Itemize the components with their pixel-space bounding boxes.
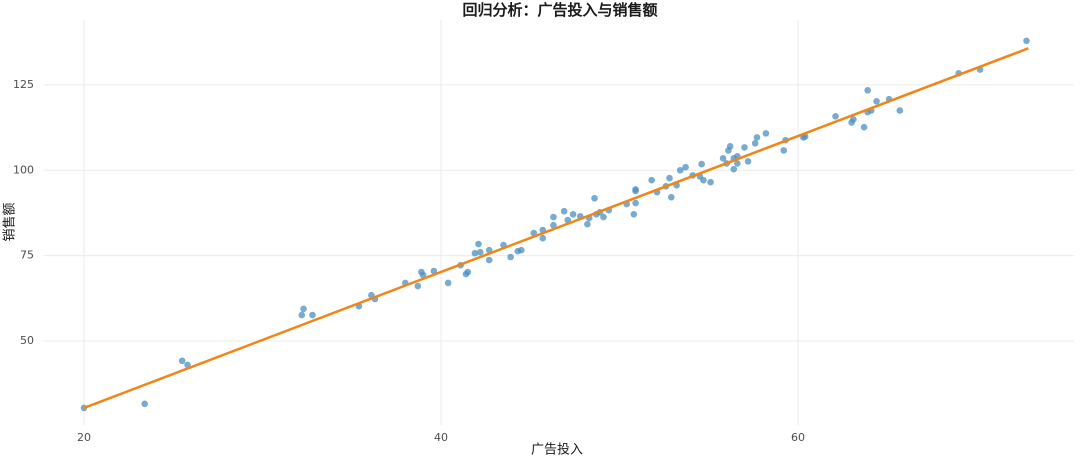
y-axis-title: 销售额 <box>2 202 18 241</box>
point <box>730 165 738 173</box>
point <box>444 279 452 287</box>
point <box>414 282 422 290</box>
point <box>309 311 316 319</box>
point <box>476 248 484 256</box>
point <box>632 187 639 195</box>
point <box>676 166 684 174</box>
regression-line <box>83 47 1029 410</box>
point <box>682 163 689 171</box>
point <box>141 400 148 408</box>
point <box>630 211 638 218</box>
point <box>600 213 607 221</box>
point <box>744 158 752 165</box>
point <box>550 221 557 229</box>
point <box>734 160 741 167</box>
point <box>1023 37 1030 45</box>
point <box>832 112 839 120</box>
x-axis-title: 广告投入 <box>531 442 583 458</box>
point <box>518 246 525 254</box>
point <box>780 147 788 154</box>
point <box>860 123 868 131</box>
x-tick-label: 40 <box>434 431 448 444</box>
point <box>667 193 675 201</box>
point <box>751 139 759 147</box>
point <box>753 134 761 141</box>
point <box>471 249 479 257</box>
point <box>584 220 591 228</box>
point <box>430 267 438 275</box>
point <box>762 130 770 137</box>
point <box>300 305 307 313</box>
y-tick-label: 50 <box>20 334 34 347</box>
point <box>864 87 871 94</box>
y-tick-label: 100 <box>13 163 34 176</box>
point <box>719 155 727 162</box>
point <box>591 194 598 202</box>
point <box>419 271 427 279</box>
point <box>741 144 748 151</box>
y-tick-label: 75 <box>20 249 34 262</box>
point <box>648 176 655 184</box>
point <box>539 234 547 242</box>
x-tick-label: 20 <box>77 431 91 444</box>
grid <box>44 20 1074 425</box>
point <box>850 116 857 123</box>
point <box>485 256 493 264</box>
point <box>700 176 707 184</box>
x-tick-label: 60 <box>791 431 805 444</box>
point <box>464 268 472 276</box>
point <box>726 143 734 150</box>
point <box>707 178 714 186</box>
point <box>178 357 186 365</box>
point <box>475 240 482 248</box>
point <box>569 211 577 218</box>
point <box>666 174 673 182</box>
point <box>560 207 568 215</box>
point <box>873 97 880 105</box>
point <box>507 253 514 261</box>
point <box>550 213 557 221</box>
point <box>298 311 306 319</box>
y-tick-label: 125 <box>13 78 34 91</box>
point <box>896 107 904 114</box>
point <box>632 199 639 207</box>
chart-title: 回归分析：广告投入与销售额 <box>462 1 657 19</box>
point <box>698 160 705 168</box>
